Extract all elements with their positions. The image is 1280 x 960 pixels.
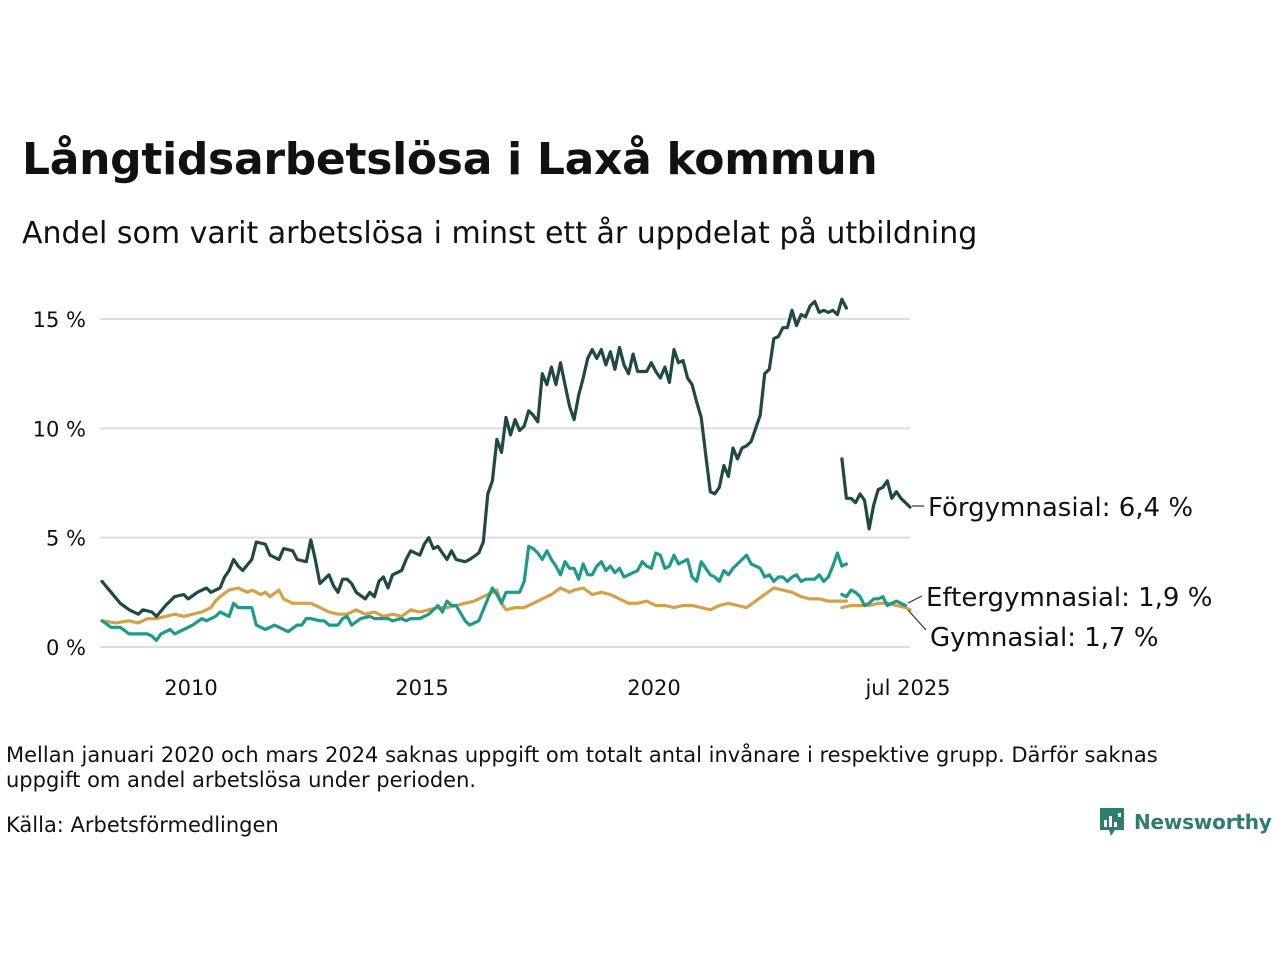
x-tick-label: jul 2025 — [864, 676, 950, 700]
x-tick-label: 2015 — [395, 676, 448, 700]
y-tick-label: 5 % — [46, 527, 86, 551]
series-label: Gymnasial: 1,7 % — [930, 623, 1159, 653]
chart-title: Långtidsarbetslösa i Laxå kommun — [22, 134, 878, 185]
footnote: Mellan januari 2020 och mars 2024 saknas… — [6, 743, 1158, 792]
label-leader-line — [907, 609, 927, 631]
x-axis: 2010 2015 2020 jul 2025 — [164, 676, 950, 700]
source-note: Källa: Arbetsförmedlingen — [6, 813, 279, 837]
series-line-2-segment-1 — [840, 601, 912, 612]
series-label: Förgymnasial: 6,4 % — [928, 493, 1193, 523]
x-tick-label: 2010 — [164, 676, 217, 700]
series-line-1-segment-0 — [100, 544, 848, 642]
y-tick-label: 10 % — [33, 417, 86, 441]
series-label: Eftergymnasial: 1,9 % — [926, 583, 1212, 613]
y-axis: 0 % 5 % 10 % 15 % — [33, 308, 86, 660]
series-line-0-segment-0 — [100, 297, 848, 618]
series-line-0-segment-1 — [840, 457, 912, 531]
chart-subtitle: Andel som varit arbetslösa i minst ett å… — [22, 216, 978, 251]
brand-name: Newsworthy — [1134, 810, 1272, 834]
label-leader-line — [907, 595, 923, 604]
series-labels: Förgymnasial: 6,4 % Eftergymnasial: 1,9 %… — [907, 493, 1212, 653]
y-tick-label: 0 % — [46, 636, 86, 660]
series-line-1-segment-1 — [840, 588, 908, 608]
newsworthy-logo-icon — [1100, 808, 1124, 836]
x-tick-label: 2020 — [627, 676, 680, 700]
series-lines — [100, 297, 912, 642]
brand-logo[interactable]: Newsworthy — [1098, 806, 1272, 838]
y-tick-label: 15 % — [33, 308, 86, 332]
series-line-2-segment-0 — [100, 586, 848, 625]
